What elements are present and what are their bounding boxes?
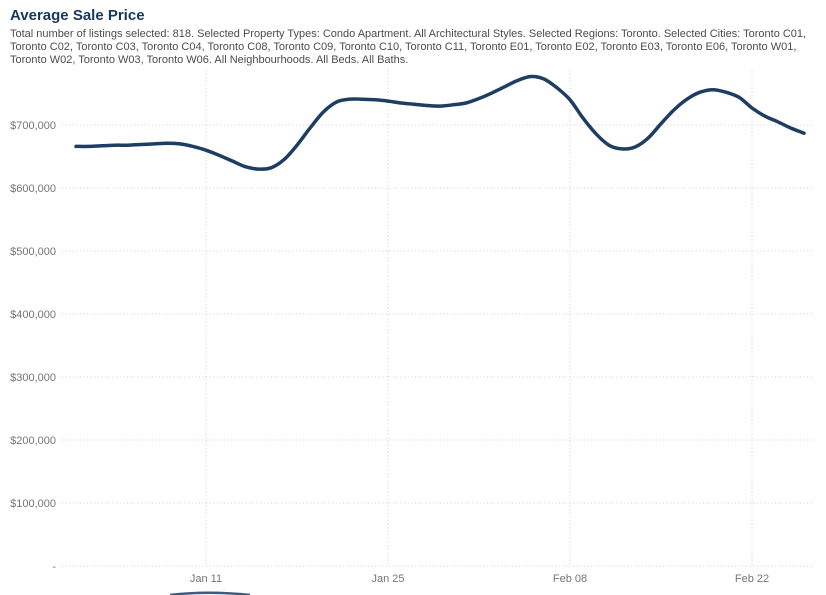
- y-tick-label: $300,000: [10, 372, 56, 384]
- y-tick-label: $400,000: [10, 309, 56, 321]
- price-series-line: [74, 74, 806, 171]
- y-tick-label: $100,000: [10, 498, 56, 510]
- horizontal-gridlines: [62, 124, 813, 567]
- y-axis-tick-labels: - $100,000 $200,000 $300,000 $400,000 $500,00…: [10, 120, 56, 573]
- x-tick-label: Feb 22: [735, 573, 769, 585]
- x-tick-label: Jan 11: [190, 573, 222, 585]
- y-tick-label: $700,000: [10, 120, 56, 132]
- x-tick-label: Feb 08: [553, 573, 587, 585]
- y-tick-label: $500,000: [10, 246, 56, 258]
- vertical-gridlines: [205, 70, 753, 566]
- adjacent-chart-line-peek: [169, 591, 251, 595]
- x-tick-label: Jan 25: [371, 573, 404, 585]
- y-tick-label: $600,000: [10, 183, 56, 195]
- x-axis-tick-labels: Jan 11 Jan 25 Feb 08 Feb 22: [190, 573, 769, 585]
- y-tick-label: $200,000: [10, 435, 56, 447]
- y-tick-label: -: [52, 561, 56, 573]
- chart-filter-summary: Total number of listings selected: 818. …: [10, 28, 807, 66]
- chart-title: Average Sale Price: [10, 7, 145, 24]
